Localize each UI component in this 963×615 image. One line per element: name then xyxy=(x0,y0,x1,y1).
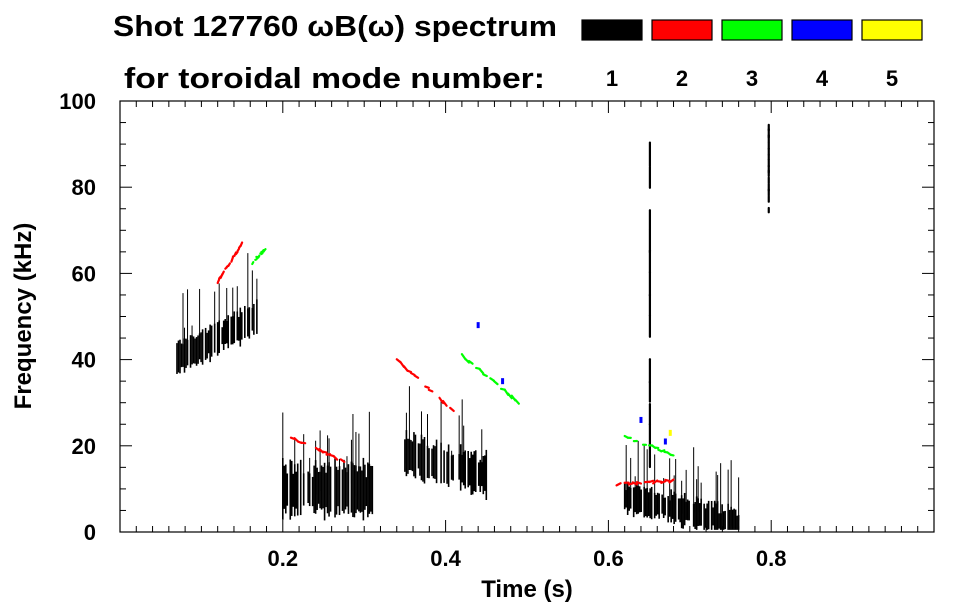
mode-trace-segment xyxy=(669,453,675,457)
mode-trace-segment xyxy=(514,398,520,405)
mode-trace-segment xyxy=(239,241,244,248)
mode-trace-segment xyxy=(406,369,413,374)
mode-trace-segment xyxy=(631,481,638,486)
mode-2-line-6 xyxy=(216,241,244,285)
mode-trace-segment xyxy=(635,481,643,485)
mode-trace-segment xyxy=(656,480,663,483)
mode-3-line-10 xyxy=(251,248,267,266)
mode-trace-segment xyxy=(332,455,339,461)
legend-swatch-mode-5 xyxy=(861,19,923,41)
mode-trace-segment xyxy=(339,458,346,463)
mode-5-points-14 xyxy=(668,429,672,436)
mode-trace-segment xyxy=(234,250,239,256)
mode-trace-segment xyxy=(438,396,445,405)
mode-trace-segment xyxy=(492,379,499,386)
mode-trace-segment xyxy=(441,399,448,407)
x-tick-label: 0.8 xyxy=(756,546,787,571)
mode-trace-segment xyxy=(627,482,634,486)
y-axis-label: Frequency (kHz) xyxy=(10,223,37,410)
mode-1-band-0 xyxy=(176,253,258,374)
mode-trace-segment xyxy=(227,262,231,268)
x-tick-labels: 0.2 0.4 0.6 0.8 xyxy=(268,546,787,571)
spectral-data xyxy=(176,123,770,530)
mode-trace-segment xyxy=(507,392,513,400)
legend-swatch-mode-2 xyxy=(651,19,713,41)
legend-swatch-mode-1 xyxy=(581,19,643,41)
legend-label-mode-1: 1 xyxy=(606,66,618,91)
mode-point xyxy=(639,416,643,423)
legend-swatch-mode-4 xyxy=(791,19,853,41)
mode-2-line-8 xyxy=(395,358,455,413)
mode-trace-segment xyxy=(660,449,666,453)
mode-2-line-9 xyxy=(615,478,675,487)
mode-trace-segment xyxy=(664,478,671,483)
mode-trace-segment xyxy=(321,450,328,454)
mode-trace-segment xyxy=(259,252,263,256)
mode-trace-segment xyxy=(424,385,430,389)
mode-trace-segment xyxy=(409,371,416,377)
mode-point xyxy=(476,322,480,329)
mode-trace-segment xyxy=(482,373,488,378)
mode-trace-segment xyxy=(230,256,235,263)
mode-trace-segment xyxy=(314,446,321,452)
mode-trace-segment xyxy=(263,248,267,252)
mode-3-line-11 xyxy=(460,353,520,405)
x-tick-label: 0.4 xyxy=(430,546,461,571)
mode-trace-segment xyxy=(478,368,485,375)
legend-label-mode-4: 4 xyxy=(816,66,829,91)
mode-1-band-2 xyxy=(404,386,488,500)
y-tick-label: 60 xyxy=(72,261,96,286)
y-tick-label: 20 xyxy=(72,434,96,459)
mode-trace-segment xyxy=(647,479,655,484)
mode-4-points-13 xyxy=(476,322,667,445)
legend-swatch-mode-3 xyxy=(721,19,783,41)
y-tick-label: 80 xyxy=(72,175,96,200)
mode-trace-segment xyxy=(216,278,221,285)
mode-1-band-1 xyxy=(281,411,374,521)
mode-point xyxy=(663,438,667,445)
mode-trace-segment xyxy=(427,388,434,393)
mode-trace-segment xyxy=(660,480,667,484)
mode-point xyxy=(668,429,672,436)
mode-trace-segment xyxy=(236,247,241,253)
y-tick-label: 100 xyxy=(59,89,96,114)
mode-trace-segment xyxy=(221,270,225,276)
mode-point xyxy=(501,378,505,385)
x-tick-label: 0.6 xyxy=(593,546,624,571)
mode-trace-segment xyxy=(251,261,255,266)
legend-label-mode-3: 3 xyxy=(746,66,758,91)
y-tick-label: 0 xyxy=(84,520,96,545)
x-tick-label: 0.2 xyxy=(268,546,299,571)
mode-2-line-7 xyxy=(289,436,346,463)
mode-3-line-12 xyxy=(623,434,675,457)
y-tick-label: 40 xyxy=(72,348,96,373)
legend-label-mode-2: 2 xyxy=(676,66,688,91)
mode-trace-segment xyxy=(668,478,675,484)
x-axis-label: Time (s) xyxy=(481,576,573,603)
legend: 1 2 3 4 5 xyxy=(581,19,923,91)
mode-trace-segment xyxy=(257,254,261,259)
mode-trace-segment xyxy=(413,374,420,379)
mode-trace-segment xyxy=(467,359,474,365)
y-tick-labels: 0 20 40 60 80 100 xyxy=(59,89,96,545)
mode-1-band-3 xyxy=(623,440,740,530)
chart-title-line2: for toroidal mode number: xyxy=(124,63,545,95)
mode-trace-segment xyxy=(449,406,455,413)
axis-ticks xyxy=(120,100,934,533)
chart-title-line1: Shot 127760 ωB(ω) spectrum xyxy=(113,11,557,43)
mode-trace-segment xyxy=(615,482,622,487)
legend-label-mode-5: 5 xyxy=(886,66,898,91)
